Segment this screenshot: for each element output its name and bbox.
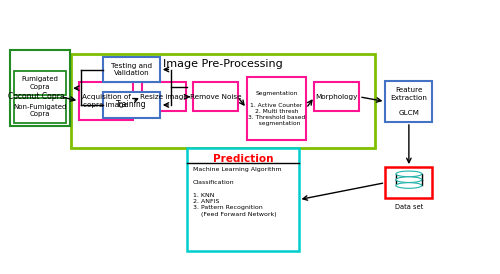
FancyBboxPatch shape (12, 82, 61, 111)
Text: Training: Training (116, 101, 146, 110)
FancyBboxPatch shape (70, 54, 376, 148)
Text: Non-Fumigated
Copra: Non-Fumigated Copra (14, 104, 66, 117)
Text: Data set: Data set (395, 204, 423, 210)
Ellipse shape (396, 183, 422, 188)
FancyBboxPatch shape (314, 82, 359, 111)
Text: Remove Noise: Remove Noise (190, 94, 241, 100)
FancyBboxPatch shape (103, 56, 160, 82)
Text: Segmentation

1. Active Counter
2. Multi thresh
3. Threshold based
   segmentati: Segmentation 1. Active Counter 2. Multi … (248, 91, 305, 126)
Text: Resize image: Resize image (140, 94, 188, 100)
Ellipse shape (396, 171, 422, 177)
Text: Machine Learning Algorithm

Classification

1. KNN
2. ANFIS
3. Pattern Recogniti: Machine Learning Algorithm Classificatio… (193, 167, 282, 217)
FancyBboxPatch shape (386, 81, 432, 122)
Text: Testing and
Validation: Testing and Validation (111, 63, 152, 76)
Text: Fumigated
Copra: Fumigated Copra (22, 76, 59, 90)
Text: Acquisition of
copra image: Acquisition of copra image (82, 94, 130, 108)
FancyBboxPatch shape (386, 167, 432, 198)
FancyBboxPatch shape (14, 98, 66, 122)
FancyBboxPatch shape (187, 148, 298, 252)
FancyBboxPatch shape (79, 82, 132, 120)
Text: Prediction: Prediction (212, 154, 273, 164)
FancyBboxPatch shape (10, 50, 70, 126)
FancyBboxPatch shape (103, 92, 160, 118)
Text: Feature
Extraction

GLCM: Feature Extraction GLCM (390, 87, 428, 116)
FancyBboxPatch shape (142, 82, 186, 111)
Ellipse shape (396, 177, 422, 182)
Text: Coconut Copra: Coconut Copra (8, 92, 64, 101)
Text: Image Pre-Processing: Image Pre-Processing (163, 59, 283, 69)
FancyBboxPatch shape (193, 82, 238, 111)
Text: Morphology: Morphology (316, 94, 358, 100)
FancyBboxPatch shape (246, 77, 306, 140)
FancyBboxPatch shape (14, 71, 66, 95)
